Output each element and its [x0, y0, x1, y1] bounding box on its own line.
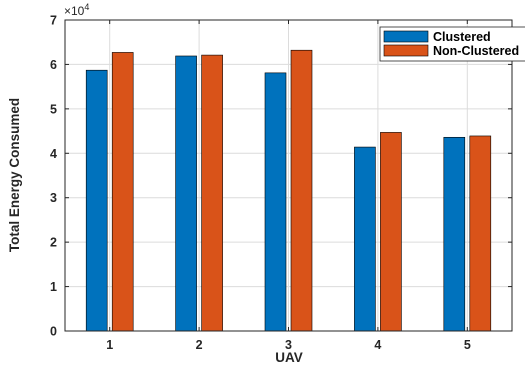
y-tick-label: 2: [50, 236, 57, 250]
legend-label-clustered: Clustered: [433, 30, 491, 44]
y-tick-label: 7: [50, 14, 57, 28]
bar-clustered-uav-1: [85, 69, 108, 332]
x-axis-title: UAV: [275, 350, 303, 365]
legend-label-non-clustered: Non-Clustered: [433, 44, 519, 58]
bar-non-clustered-uav-1: [111, 52, 134, 332]
x-tick-label: 3: [285, 338, 292, 352]
axis-ticks: 0 1 2 3 4 5 6 7 1 2 3 4 5: [50, 14, 512, 352]
y-axis-title: Total Energy Consumed: [7, 98, 22, 252]
x-tick-label: 5: [464, 338, 471, 352]
bar-clustered-uav-3: [264, 72, 287, 332]
y-tick-label: 4: [50, 147, 57, 161]
y-tick-label: 5: [50, 102, 57, 116]
y-tick-label: 3: [50, 191, 57, 205]
bar-clustered-uav-2: [175, 55, 197, 332]
y-tick-label: 1: [50, 280, 57, 294]
legend: Clustered Non-Clustered: [379, 26, 525, 62]
legend-swatch-non-clustered: [383, 44, 429, 57]
x-tick-label: 1: [106, 338, 113, 352]
x-tick-label: 2: [196, 338, 203, 352]
bar-non-clustered-uav-5: [469, 135, 492, 332]
bar-clustered-uav-4: [354, 146, 376, 332]
y-tick-label: 0: [50, 325, 57, 339]
y-exponent-label: ×104: [64, 2, 89, 18]
bar-clustered-uav-5: [443, 136, 466, 332]
bar-non-clustered-uav-4: [380, 132, 402, 332]
legend-swatch-clustered: [383, 30, 429, 43]
bar-non-clustered-uav-2: [201, 54, 223, 332]
bars: [85, 49, 492, 332]
y-tick-label: 6: [50, 58, 57, 72]
x-tick-label: 4: [374, 338, 381, 352]
bar-non-clustered-uav-3: [290, 49, 313, 332]
